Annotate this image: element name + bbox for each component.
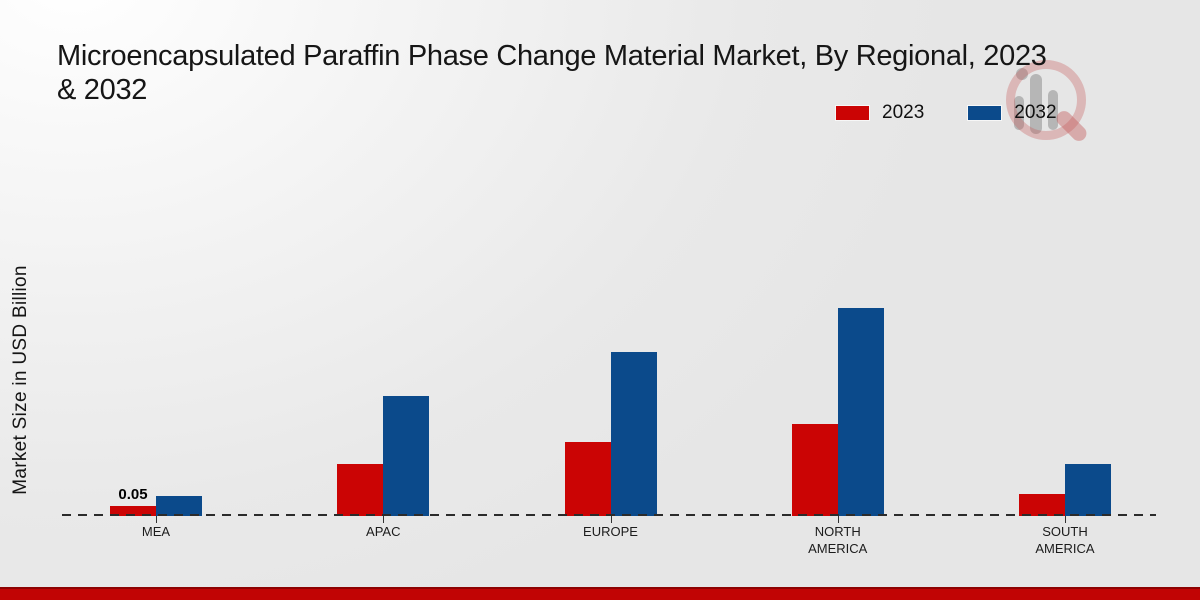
bar-2032-europe (610, 352, 657, 516)
x-tick-europe (610, 516, 612, 523)
footer-accent-bar (0, 587, 1200, 600)
legend-swatch-2032 (968, 106, 1002, 120)
x-tick-label-south-america: SOUTH AMERICA (1035, 524, 1095, 556)
watermark-logo-icon (1000, 56, 1100, 146)
legend-label-2032: 2032 (1014, 102, 1057, 123)
bar-2023-south-america (1019, 494, 1065, 516)
x-tick-label-apac: APAC (366, 524, 401, 539)
x-tick-south-america (1065, 516, 1066, 523)
x-tick-apac (383, 516, 385, 523)
bar-2032-north-america (837, 308, 884, 516)
bar-2023-apac (337, 464, 384, 516)
bar-2032-mea (156, 496, 202, 516)
bar-2032-south-america (1065, 464, 1111, 516)
watermark-magnifier-circle (1006, 60, 1086, 140)
legend-item-2023: 2023 (836, 102, 924, 124)
legend-swatch-2023 (836, 106, 869, 120)
x-tick-label-europe: EUROPE (583, 524, 638, 539)
legend-label-2023: 2023 (882, 102, 925, 123)
bar-value-label-mea-2023: 0.05 (118, 486, 148, 503)
bar-2023-north-america (791, 424, 838, 516)
legend-item-2032: 2032 (968, 102, 1057, 124)
x-axis-baseline (62, 514, 1156, 516)
legend: 2023 2032 (836, 102, 1057, 124)
chart-title-line2: & 2032 (57, 73, 148, 106)
bar-2023-mea (110, 506, 156, 516)
x-tick-mea (156, 516, 157, 523)
bar-2023-europe (564, 442, 611, 516)
x-tick-label-north-america: NORTH AMERICA (808, 524, 868, 556)
y-axis-label: Market Size in USD Billion (10, 265, 31, 495)
x-tick-north-america (837, 516, 839, 523)
bar-2032-apac (383, 396, 430, 516)
x-tick-label-mea: MEA (141, 524, 171, 539)
chart-title: Microencapsulated Paraffin Phase Change … (57, 40, 1197, 108)
chart-title-line1: Microencapsulated Paraffin Phase Change … (57, 40, 1047, 72)
